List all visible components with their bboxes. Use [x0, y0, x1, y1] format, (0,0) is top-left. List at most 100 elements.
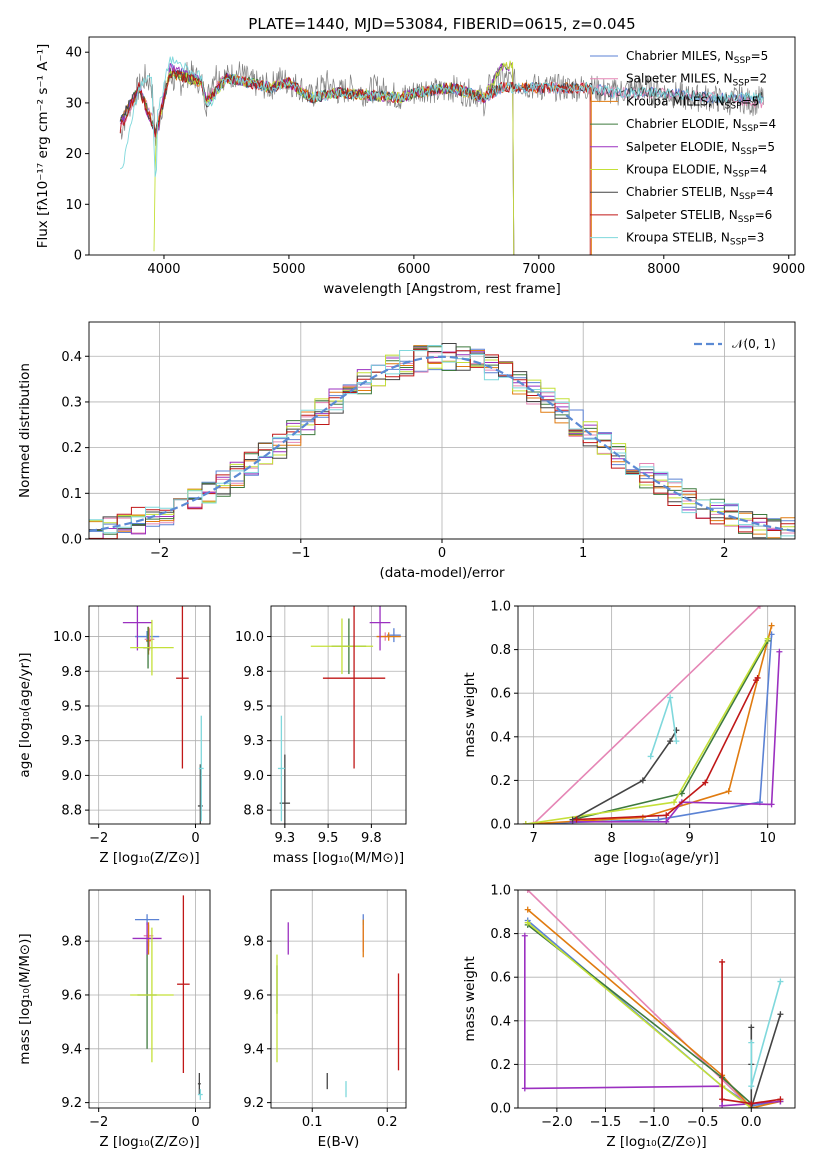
weight-marker [725, 788, 732, 795]
y-tick-label: 40 [65, 46, 82, 61]
weight-marker [768, 801, 775, 808]
axes-frame [270, 605, 407, 825]
y-tick-label: 10.0 [235, 630, 264, 645]
y-axis-label: age [log₁₀(age/yr)] [17, 652, 33, 777]
axes-frame [88, 36, 796, 256]
y-tick-label: 0.0 [61, 533, 82, 548]
legend-entry: Salpeter ELODIE, NSSP=5 [626, 140, 775, 157]
weight-series-line [527, 890, 752, 1108]
error-bar-point [177, 895, 190, 1074]
weight-series-line [576, 677, 759, 821]
x-tick-label: 4000 [147, 262, 180, 277]
axes-frame [88, 321, 796, 540]
residual-histogram [89, 345, 795, 539]
y-tick-label: 30 [65, 96, 82, 111]
x-tick-label: 8000 [647, 262, 680, 277]
y-tick-label: 9.8 [243, 935, 264, 950]
observed-spectrum-line [119, 60, 764, 146]
y-tick-label: 0.0 [490, 818, 511, 833]
axes-frame [270, 889, 407, 1109]
weight-marker [573, 816, 580, 823]
chart-title: PLATE=1440, MJD=53084, FIBERID=0615, z=0… [248, 15, 635, 33]
x-tick-label: −1.0 [638, 1115, 670, 1130]
x-tick-label: 9.8 [361, 831, 382, 846]
x-tick-label: −2 [89, 1115, 108, 1130]
weight-marker [524, 890, 531, 893]
weight-series-line [525, 625, 773, 824]
weight-marker [530, 821, 537, 824]
y-tick-label: 9.5 [243, 699, 264, 714]
y-tick-label: 9.5 [61, 699, 82, 714]
x-tick-label: 2 [720, 546, 728, 561]
model-spectrum-line [119, 56, 764, 178]
y-tick-label: 0.8 [490, 643, 511, 658]
weight-marker [524, 906, 531, 913]
y-tick-label: 9.8 [61, 935, 82, 950]
legend-entry: Kroupa STELIB, NSSP=3 [626, 231, 764, 248]
weight-series-line [649, 696, 678, 757]
plot-area [119, 56, 764, 255]
plot-area [130, 895, 203, 1100]
error-bar-point [132, 922, 162, 955]
axes-frame [517, 889, 796, 1109]
x-tick-label: −2 [150, 546, 169, 561]
weight-marker [663, 812, 670, 819]
x-tick-label: 0 [191, 831, 199, 846]
y-axis-label: mass [log₁₀(M/M⊙)] [17, 933, 33, 1064]
y-tick-label: 0.2 [490, 1058, 511, 1073]
y-tick-label: 9.3 [61, 734, 82, 749]
y-tick-label: 9.8 [243, 665, 264, 680]
weight-marker [748, 1083, 755, 1090]
x-tick-label: 0.1 [302, 1115, 323, 1130]
panel-age-vs-Z: −2 0 8.8 9.0 9.3 9.5 9.8 10.0 Z [log₁₀(Z/Z⊙)] age… [17, 605, 211, 866]
x-tick-label: 8 [607, 831, 615, 846]
y-tick-label: 8.8 [243, 804, 264, 819]
legend-entry: Kroupa MILES, NSSP=5 [626, 94, 759, 111]
weight-marker [521, 932, 528, 939]
weight-marker [756, 606, 763, 609]
legend-entry: Chabrier MILES, NSSP=5 [626, 49, 768, 66]
x-tick-label: 1 [579, 546, 587, 561]
x-tick-label: −2.0 [541, 1115, 573, 1130]
weight-marker [639, 814, 646, 821]
axes-frame [88, 889, 211, 1109]
weight-marker [777, 1096, 784, 1103]
weight-marker [777, 978, 784, 985]
plot-area [522, 606, 783, 824]
error-bar-point [277, 715, 285, 822]
weight-series-line [527, 919, 781, 1107]
plot-area [122, 606, 204, 824]
y-tick-label: 0.0 [490, 1102, 511, 1117]
y-tick-label: 0.2 [490, 774, 511, 789]
y-tick-label: 0.4 [490, 730, 511, 745]
weight-marker [521, 1085, 528, 1092]
x-tick-label: 0.0 [741, 1115, 762, 1130]
model-spectrum-line [119, 70, 591, 255]
weight-marker [776, 648, 783, 655]
x-axis-label: age [log₁₀(age/yr)] [594, 850, 719, 866]
weight-series-line [572, 729, 678, 821]
x-axis-label: E(B-V) [318, 1134, 360, 1150]
axes-frame [88, 605, 211, 825]
x-tick-label: 9000 [772, 262, 805, 277]
plot-area [89, 343, 795, 539]
legend-entry: Chabrier STELIB, NSSP=4 [626, 185, 774, 202]
weight-series-line [721, 961, 781, 1105]
weight-marker [719, 958, 726, 965]
weight-marker [524, 919, 531, 926]
y-tick-label: 9.4 [61, 1042, 82, 1057]
weight-series-line [750, 981, 782, 1087]
plot-area [276, 914, 400, 1098]
legend-entry: Kroupa ELODIE, NSSP=4 [626, 163, 767, 180]
y-tick-label: 9.4 [243, 1042, 264, 1057]
weight-marker [754, 674, 761, 681]
y-tick-label: 0.3 [61, 395, 82, 410]
x-axis-label: Z [log₁₀(Z/Z⊙)] [99, 850, 199, 866]
weight-marker [777, 1011, 784, 1018]
x-axis-label: (data-model)/error [379, 565, 505, 581]
error-bar-point [144, 628, 155, 651]
legend: Chabrier MILES, NSSP=5 Salpeter MILES, NS… [590, 49, 776, 248]
y-tick-label: 9.2 [61, 1096, 82, 1111]
x-tick-label: 0 [191, 1115, 199, 1130]
